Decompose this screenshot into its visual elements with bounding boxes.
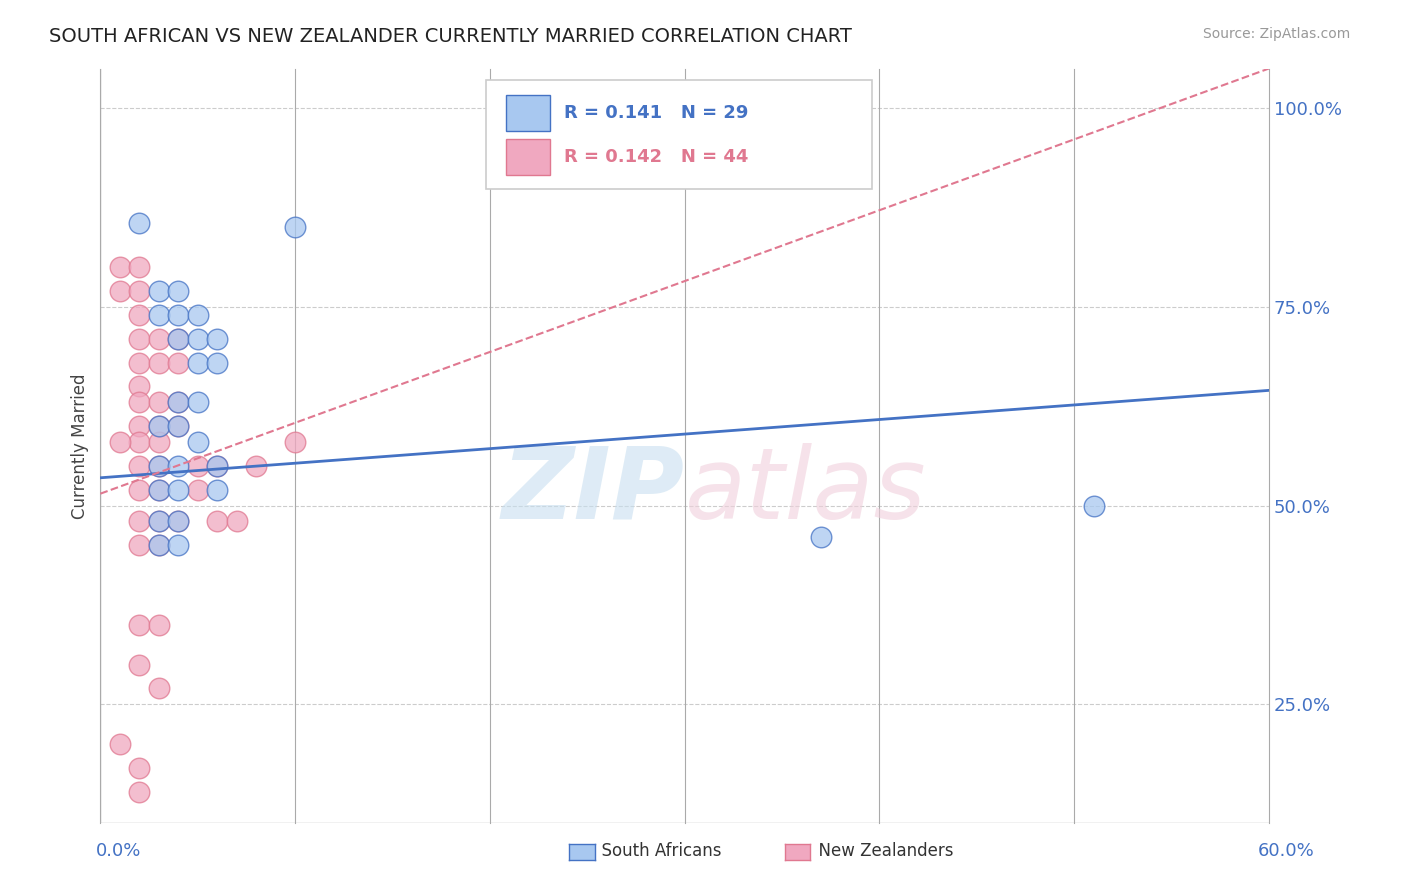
Point (148, 458, 170, 473)
Point (167, 395, 190, 409)
Point (167, 483, 190, 497)
Point (187, 435, 209, 450)
Point (108, 260, 131, 275)
Point (128, 217, 150, 231)
Point (225, 515, 247, 529)
Point (148, 483, 170, 497)
Point (205, 483, 228, 497)
Point (148, 483, 170, 497)
Text: R = 0.142   N = 44: R = 0.142 N = 44 (564, 148, 748, 166)
Point (108, 737, 131, 751)
Point (205, 515, 228, 529)
Point (108, 284, 131, 298)
Point (108, 435, 131, 450)
Point (148, 395, 170, 409)
Point (128, 419, 150, 434)
Point (128, 260, 150, 275)
Point (205, 458, 228, 473)
FancyBboxPatch shape (486, 80, 872, 189)
Point (148, 332, 170, 346)
Text: Source: ZipAtlas.com: Source: ZipAtlas.com (1202, 27, 1350, 41)
Point (128, 538, 150, 552)
Point (148, 435, 170, 450)
Point (148, 538, 170, 552)
Point (128, 355, 150, 369)
Text: ZIP: ZIP (502, 442, 685, 540)
Point (128, 379, 150, 393)
Text: South Africans: South Africans (591, 842, 721, 860)
Point (128, 332, 150, 346)
Point (205, 332, 228, 346)
Point (128, 308, 150, 322)
Point (148, 515, 170, 529)
Point (167, 515, 190, 529)
Point (167, 355, 190, 369)
Point (128, 785, 150, 799)
Point (284, 220, 307, 235)
Point (167, 332, 190, 346)
Point (128, 483, 150, 497)
Text: SOUTH AFRICAN VS NEW ZEALANDER CURRENTLY MARRIED CORRELATION CHART: SOUTH AFRICAN VS NEW ZEALANDER CURRENTLY… (49, 27, 852, 45)
Point (205, 458, 228, 473)
Text: atlas: atlas (685, 442, 927, 540)
Y-axis label: Currently Married: Currently Married (72, 373, 89, 519)
Point (128, 458, 150, 473)
Point (148, 515, 170, 529)
Point (167, 284, 190, 298)
Point (167, 419, 190, 434)
Point (128, 395, 150, 409)
Point (1083, 499, 1105, 513)
Point (187, 458, 209, 473)
Point (187, 332, 209, 346)
Text: 0.0%: 0.0% (96, 842, 141, 860)
Point (205, 355, 228, 369)
Point (128, 657, 150, 672)
Point (148, 458, 170, 473)
Point (148, 419, 170, 434)
Point (187, 395, 209, 409)
Text: 60.0%: 60.0% (1258, 842, 1315, 860)
Point (187, 308, 209, 322)
Bar (506, 139, 550, 175)
Point (167, 395, 190, 409)
Point (284, 435, 307, 450)
Point (148, 681, 170, 696)
Point (148, 355, 170, 369)
Point (128, 761, 150, 775)
Point (810, 530, 832, 544)
Point (128, 284, 150, 298)
Point (167, 458, 190, 473)
Bar (506, 95, 550, 131)
Point (245, 458, 267, 473)
Point (128, 515, 150, 529)
Point (148, 617, 170, 632)
Point (187, 355, 209, 369)
Point (148, 308, 170, 322)
Point (148, 284, 170, 298)
Text: R = 0.141   N = 29: R = 0.141 N = 29 (564, 104, 748, 122)
Point (148, 419, 170, 434)
Point (167, 308, 190, 322)
Point (167, 419, 190, 434)
Point (167, 332, 190, 346)
Point (128, 617, 150, 632)
Point (148, 538, 170, 552)
Point (167, 515, 190, 529)
Text: New Zealanders: New Zealanders (808, 842, 953, 860)
Point (167, 538, 190, 552)
Point (187, 483, 209, 497)
Point (128, 435, 150, 450)
